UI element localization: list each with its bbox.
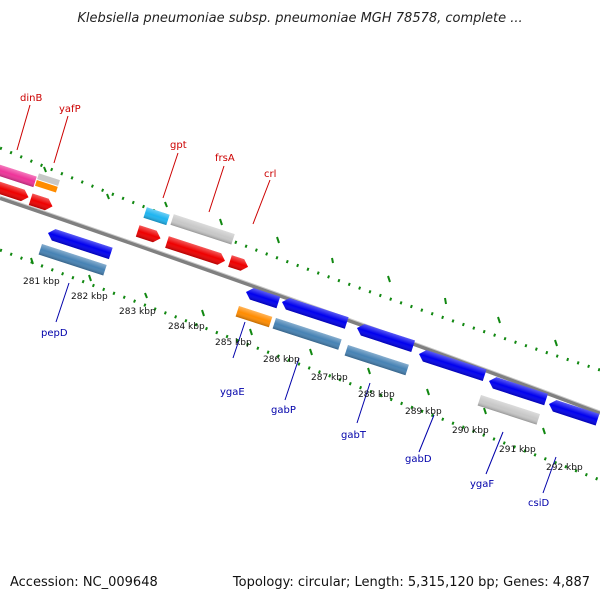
map-title: Klebsiella pneumoniae subsp. pneumoniae … [77,11,522,26]
outer-dotted-ring [0,146,600,372]
label-csiD[interactable]: csiD [528,498,549,509]
forward-genes [0,163,249,271]
label-frsA[interactable]: frsA [215,153,235,164]
reverse-genes [38,229,600,426]
label-pepD[interactable]: pepD [41,328,68,339]
label-gabP[interactable]: gabP [271,405,296,416]
tick-label-289: 289 kbp [405,407,442,417]
accession-text: Accession: NC_009648 [10,575,158,590]
label-crl[interactable]: crl [264,169,276,180]
tick-label-286: 286 kbp [263,355,300,365]
tick-label-288: 288 kbp [358,390,395,400]
gene-yafP-lower[interactable] [34,180,58,193]
label-leaders-red [16,104,271,225]
tick-label-282: 282 kbp [71,292,108,302]
outer-ticks [43,166,558,347]
label-dinB[interactable]: dinB [20,93,42,104]
label-ygaF[interactable]: ygaF [470,479,494,490]
tick-label-281: 281 kbp [23,277,60,287]
tick-label-284: 284 kbp [168,322,205,332]
inner-ticks [30,257,546,435]
gene-labels: dinB yafP gpt frsA crl pepD ygaE gabP ga… [20,93,549,509]
label-gpt[interactable]: gpt [170,140,187,151]
genome-summary-text: Topology: circular; Length: 5,315,120 bp… [232,575,590,590]
gene-yafP-upper[interactable] [37,173,60,186]
tick-label-290: 290 kbp [452,426,489,436]
label-ygaE[interactable]: ygaE [220,387,245,398]
tick-label-283: 283 kbp [119,307,156,317]
tick-label-287: 287 kbp [311,373,348,383]
label-leaders-blue [55,282,557,494]
label-gabT[interactable]: gabT [341,430,367,441]
kbp-tick-labels: 281 kbp 282 kbp 283 kbp 284 kbp 285 kbp … [23,277,583,473]
tick-label-291: 291 kbp [499,445,536,455]
tick-label-292: 292 kbp [546,463,583,473]
inner-dotted-ring [0,248,600,482]
label-yafP[interactable]: yafP [59,104,81,115]
label-gabD[interactable]: gabD [405,454,432,465]
tick-label-285: 285 kbp [215,338,252,348]
